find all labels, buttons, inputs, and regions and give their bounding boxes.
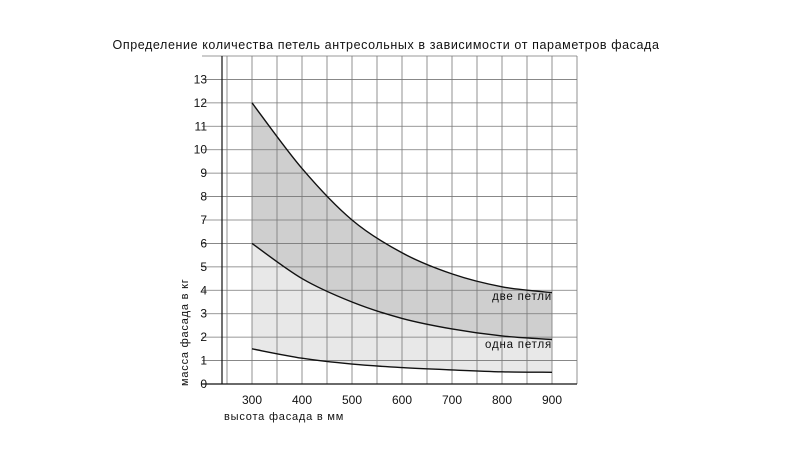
series-line-1	[251, 348, 553, 373]
y-tick-label: 1	[200, 354, 207, 368]
y-tick-label: 2	[200, 330, 207, 344]
y-tick-label: 0	[200, 377, 207, 391]
y-tick-label: 13	[194, 72, 208, 86]
y-tick-label: 4	[200, 283, 207, 297]
y-tick-label: 12	[194, 96, 208, 110]
y-axis-label: масса фасада в кг	[179, 278, 191, 386]
x-tick-label: 300	[242, 393, 262, 407]
axes	[202, 56, 577, 385]
chart-title: Определение количества петель антресольн…	[113, 38, 660, 52]
y-tick-label: 7	[200, 213, 207, 227]
x-tick-label: 800	[492, 393, 512, 407]
x-tick-label: 700	[442, 393, 462, 407]
series-lines	[251, 102, 553, 373]
x-tick-label: 900	[542, 393, 562, 407]
y-tick-label: 10	[194, 143, 208, 157]
y-tick-label: 11	[195, 119, 208, 133]
x-tick-label: 400	[292, 393, 312, 407]
y-tick-label: 6	[200, 236, 207, 250]
series-label-one-hinge: одна петля	[485, 339, 552, 351]
x-axis-label: высота фасада в мм	[224, 411, 344, 423]
series-label-two-hinges: две петли	[492, 291, 552, 303]
x-tick-label: 600	[392, 393, 412, 407]
series-line-2	[251, 242, 553, 341]
series-line-3	[251, 102, 553, 294]
y-tick-label: 5	[200, 260, 207, 274]
grid	[202, 55, 578, 384]
y-tick-label: 9	[200, 166, 207, 180]
y-tick-label: 8	[200, 190, 207, 204]
x-tick-label: 500	[342, 393, 362, 407]
y-tick-label: 3	[200, 307, 207, 321]
